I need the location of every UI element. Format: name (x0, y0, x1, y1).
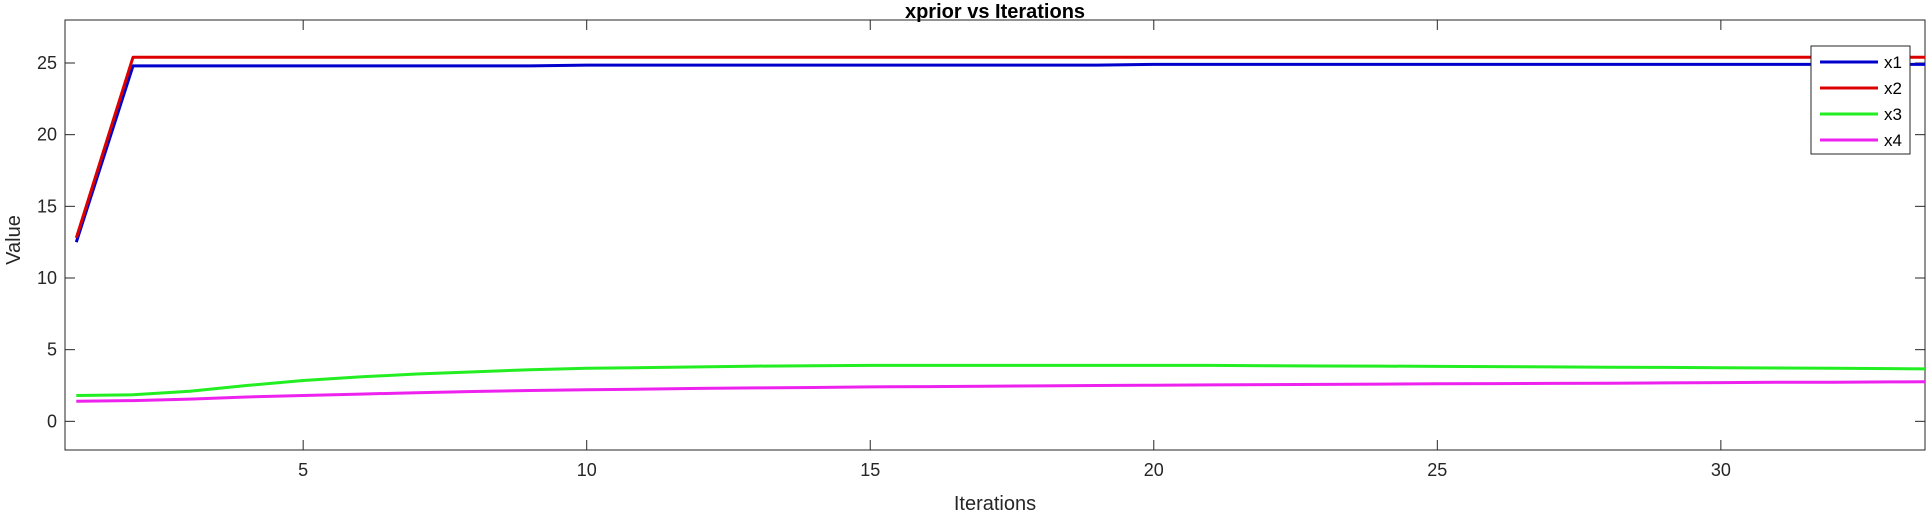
series-lines (74, 55, 1926, 403)
legend: x1 x2 x3 x4 (1810, 45, 1911, 155)
y-tick-label: 25 (37, 53, 57, 73)
legend-label-x3: x3 (1884, 105, 1902, 124)
legend-label-x1: x1 (1884, 53, 1902, 72)
axis-ticks: 5 10 15 20 25 30 0 5 10 15 20 25 (37, 20, 1925, 480)
y-tick-label: 10 (37, 268, 57, 288)
series-line-x2 (74, 55, 1925, 239)
x-axis-label: Iterations (954, 493, 1036, 514)
series-line-x4 (76, 380, 1926, 403)
x-tick-label: 5 (298, 460, 308, 480)
y-tick-label: 0 (47, 411, 57, 431)
series-line-x3 (76, 363, 1926, 397)
series-line-x1 (74, 62, 1925, 243)
legend-box (1810, 45, 1911, 155)
legend-label-x4: x4 (1884, 131, 1902, 150)
y-tick-label: 15 (37, 196, 57, 216)
x-tick-label: 25 (1427, 460, 1447, 480)
y-axis-label: Value (3, 215, 25, 265)
y-tick-label: 20 (37, 125, 57, 145)
plot-area (64, 19, 1926, 451)
x-tick-label: 15 (860, 460, 880, 480)
x-tick-label: 10 (577, 460, 597, 480)
x-tick-label: 30 (1711, 460, 1731, 480)
x-tick-label: 20 (1144, 460, 1164, 480)
chart-title: xprior vs Iterations (905, 1, 1085, 23)
y-tick-label: 5 (47, 340, 57, 360)
legend-label-x2: x2 (1884, 79, 1902, 98)
